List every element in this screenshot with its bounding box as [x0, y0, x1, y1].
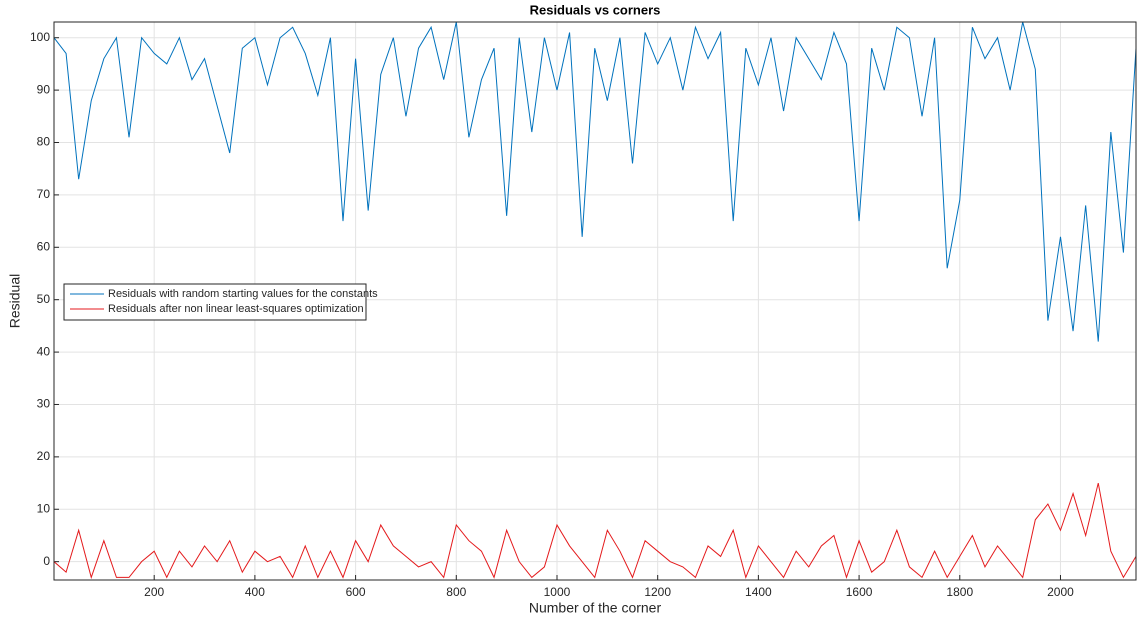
- x-tick-label: 1600: [846, 585, 873, 599]
- x-tick-label: 200: [144, 585, 164, 599]
- series-line: [54, 22, 1136, 342]
- x-tick-label: 2000: [1047, 585, 1074, 599]
- x-tick-label: 400: [245, 585, 265, 599]
- x-tick-label: 600: [346, 585, 366, 599]
- x-tick-label: 1800: [946, 585, 973, 599]
- y-tick-label: 0: [43, 554, 50, 568]
- x-tick-label: 800: [446, 585, 466, 599]
- x-tick-label: 1000: [544, 585, 571, 599]
- y-tick-label: 20: [37, 449, 51, 463]
- x-tick-label: 1200: [644, 585, 671, 599]
- y-tick-label: 50: [37, 292, 51, 306]
- chart-title: Residuals vs corners: [530, 2, 661, 17]
- y-tick-label: 80: [37, 135, 51, 149]
- x-axis-label: Number of the corner: [529, 600, 662, 616]
- y-tick-label: 40: [37, 344, 51, 358]
- legend: Residuals with random starting values fo…: [63, 283, 378, 321]
- y-tick-label: 10: [37, 501, 51, 515]
- y-tick-label: 60: [37, 239, 51, 253]
- y-tick-label: 30: [37, 397, 51, 411]
- legend-label: Residuals after non linear least-squares…: [108, 303, 364, 315]
- series-line: [54, 482, 1136, 580]
- y-tick-label: 100: [30, 30, 50, 44]
- legend-box: [63, 283, 367, 321]
- y-axis-label: Residual: [7, 274, 23, 328]
- x-tick-label: 1400: [745, 585, 772, 599]
- y-tick-label: 70: [37, 187, 51, 201]
- legend-label: Residuals with random starting values fo…: [108, 288, 378, 300]
- axes-box: [53, 21, 1137, 581]
- y-tick-label: 90: [37, 82, 51, 96]
